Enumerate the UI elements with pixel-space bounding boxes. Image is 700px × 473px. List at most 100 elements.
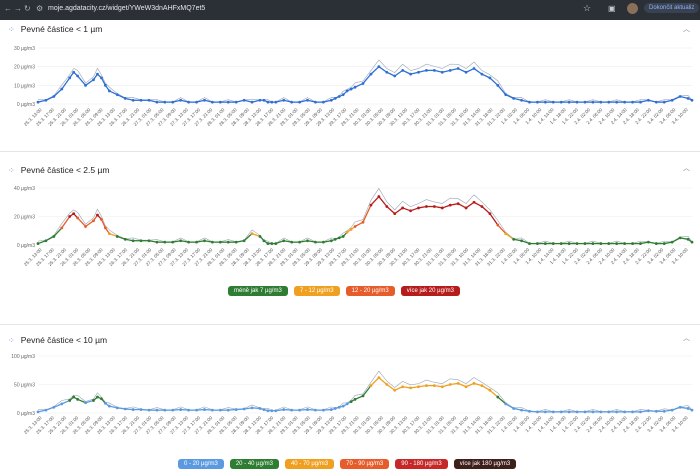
data-point[interactable] [361,220,365,224]
data-point[interactable] [68,399,72,402]
data-point[interactable] [349,400,353,403]
data-point[interactable] [100,76,103,80]
back-icon[interactable]: ← [4,4,12,13]
data-point[interactable] [377,65,381,69]
data-point[interactable] [60,226,64,230]
data-point[interactable] [107,232,111,235]
data-point[interactable] [258,407,262,410]
data-point[interactable] [262,98,266,102]
data-point[interactable] [329,239,333,243]
data-point[interactable] [195,240,198,244]
data-point[interactable] [559,410,563,414]
data-point[interactable] [100,217,103,221]
data-point[interactable] [528,409,531,413]
collapse-chevron-icon[interactable]: ︿ [683,335,690,342]
data-point[interactable] [393,212,397,216]
legend-chip[interactable]: 40 - 70 µg/m3 [284,459,335,469]
data-point[interactable] [662,409,666,413]
data-point[interactable] [488,388,492,392]
data-point[interactable] [44,239,48,243]
reload-icon[interactable]: ↻ [24,4,31,13]
data-point[interactable] [314,240,317,244]
data-point[interactable] [333,407,337,410]
data-point[interactable] [353,225,357,228]
data-point[interactable] [567,242,571,245]
data-point[interactable] [155,408,159,412]
data-point[interactable] [242,407,246,411]
data-point[interactable] [203,239,206,243]
data-point[interactable] [337,405,341,409]
data-point[interactable] [258,235,262,238]
bookmark-star-icon[interactable]: ☆ [583,3,592,13]
data-point[interactable] [623,410,627,414]
data-point[interactable] [262,408,266,411]
data-point[interactable] [72,395,76,399]
data-point[interactable] [607,410,611,414]
data-point[interactable] [282,98,286,102]
data-point[interactable] [270,409,274,413]
data-point[interactable] [321,408,325,412]
site-info-icon[interactable]: ⚙ [36,4,44,13]
data-point[interactable] [456,202,460,206]
data-point[interactable] [496,395,500,399]
data-point[interactable] [583,242,587,245]
data-point[interactable] [440,70,444,74]
data-point[interactable] [147,408,151,412]
data-point[interactable] [163,408,167,412]
data-point[interactable] [298,100,301,104]
data-point[interactable] [96,72,99,76]
data-point[interactable] [171,100,175,104]
data-point[interactable] [123,97,127,100]
data-point[interactable] [567,100,571,104]
data-point[interactable] [686,237,690,241]
data-point[interactable] [631,242,634,245]
data-point[interactable] [234,100,238,104]
data-point[interactable] [333,237,337,241]
data-point[interactable] [448,203,452,207]
data-point[interactable] [72,70,76,74]
data-point[interactable] [385,205,389,208]
data-point[interactable] [631,410,634,414]
data-point[interactable] [631,100,634,104]
data-point[interactable] [195,408,198,412]
data-point[interactable] [361,82,365,85]
data-point[interactable] [250,232,254,235]
data-point[interactable] [314,100,317,104]
data-point[interactable] [464,70,468,74]
data-point[interactable] [456,381,460,385]
data-point[interactable] [349,227,353,231]
data-point[interactable] [551,242,555,245]
data-point[interactable] [496,83,500,87]
data-point[interactable] [123,407,127,411]
data-point[interactable] [583,100,587,104]
data-point[interactable] [543,100,547,104]
data-point[interactable] [401,206,405,210]
legend-chip[interactable]: 90 - 180 µg/m3 [395,459,448,469]
data-point[interactable] [266,242,270,245]
data-point[interactable] [187,240,191,244]
data-point[interactable] [115,406,119,410]
data-point[interactable] [203,408,206,411]
data-point[interactable] [361,394,365,398]
data-point[interactable] [425,384,428,388]
data-point[interactable] [678,95,682,98]
data-point[interactable] [690,408,694,412]
data-point[interactable] [678,236,682,240]
data-point[interactable] [353,85,357,89]
data-point[interactable] [448,383,452,386]
data-point[interactable] [639,100,642,104]
data-point[interactable] [242,98,246,102]
data-point[interactable] [686,407,690,410]
data-point[interactable] [226,240,230,244]
data-point[interactable] [639,410,642,414]
data-point[interactable] [623,242,627,245]
data-point[interactable] [551,100,555,104]
data-point[interactable] [115,93,119,97]
data-point[interactable] [591,242,595,245]
data-point[interactable] [464,206,468,210]
data-point[interactable] [480,205,484,208]
data-point[interactable] [337,236,341,240]
data-point[interactable] [536,410,539,414]
data-point[interactable] [654,242,658,245]
legend-chip[interactable]: 7 - 12 µg/m3 [293,286,340,296]
